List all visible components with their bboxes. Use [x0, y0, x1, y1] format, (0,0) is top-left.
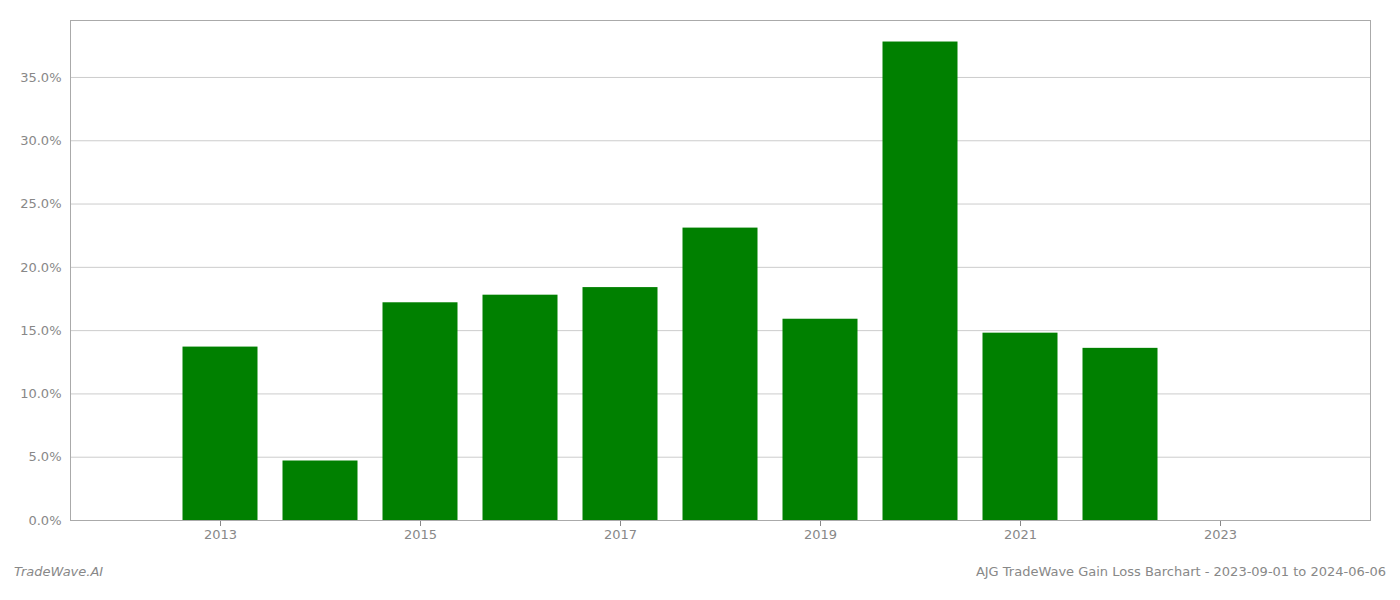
html-text:AJG TradeWave Gain Loss Barcha: AJG TradeWave Gain Loss Barchart - 2023-… [975, 564, 1386, 579]
svg-text:2021: 2021 [1004, 527, 1037, 542]
svg-text:2023: 2023 [1204, 527, 1237, 542]
svg-text:2017: 2017 [604, 527, 637, 542]
svg-text:15.0%: 15.0% [20, 323, 61, 338]
svg-text:10.0%: 10.0% [20, 386, 61, 401]
svg-text:2019: 2019 [804, 527, 837, 542]
svg-text:2015: 2015 [404, 527, 437, 542]
svg-text:25.0%: 25.0% [20, 196, 61, 211]
svg-text:30.0%: 30.0% [20, 133, 61, 148]
svg-text:2013: 2013 [204, 527, 237, 542]
svg-text:20.0%: 20.0% [20, 259, 61, 274]
svg-text:5.0%: 5.0% [28, 449, 61, 464]
html-text:TradeWave.AI: TradeWave.AI [14, 564, 104, 579]
svg-text:35.0%: 35.0% [20, 70, 61, 85]
svg-text:0.0%: 0.0% [28, 513, 61, 528]
